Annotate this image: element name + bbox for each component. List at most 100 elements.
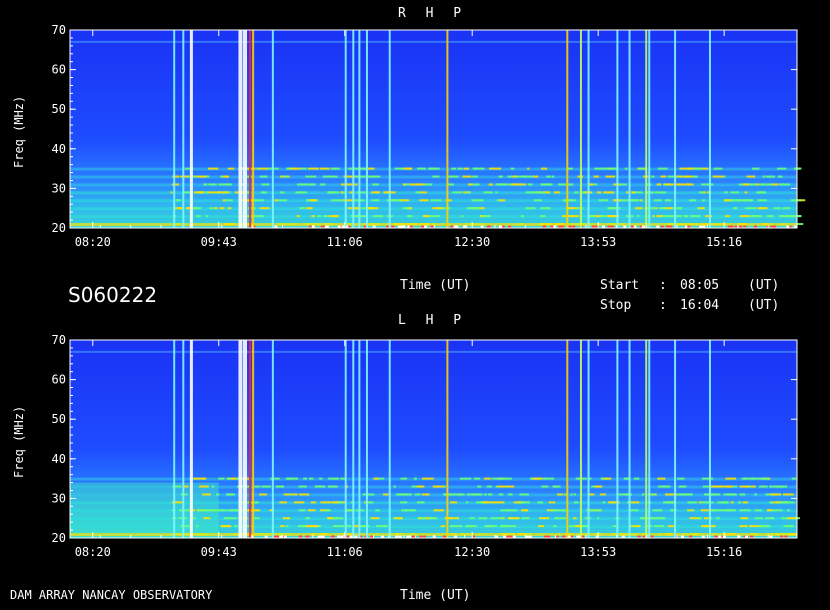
burst-speckle [310, 501, 316, 504]
burst-speckle [452, 191, 462, 194]
interference-line [587, 340, 590, 538]
burst-speckle [456, 175, 459, 178]
heatmap-background [70, 30, 797, 228]
burst-speckle [204, 509, 215, 512]
burst-speckle [500, 509, 509, 512]
burst-speckle [570, 215, 580, 218]
interference-line [173, 340, 176, 538]
burst-speckle [667, 525, 675, 528]
base-noise [299, 535, 303, 538]
base-noise [666, 225, 670, 228]
burst-speckle [631, 191, 636, 194]
burst-speckle [228, 517, 238, 520]
burst-speckle [364, 501, 368, 504]
burst-speckle [227, 477, 237, 480]
burst-speckle [445, 199, 452, 202]
burst-speckle [219, 207, 225, 210]
lhp-spectrogram: 20 30 40 50 60 70 08:20 09:43 11:06 12:30 13:53 15:… [52, 333, 801, 559]
burst-speckle [324, 509, 330, 512]
burst-speckle [739, 493, 746, 496]
lhp-title: L H P [398, 313, 468, 328]
burst-speckle [328, 215, 339, 218]
burst-speckle [218, 183, 230, 186]
interference-line [352, 30, 355, 228]
base-noise [699, 225, 703, 228]
interference-line [352, 340, 355, 538]
burst-speckle [684, 175, 696, 178]
burst-speckle [225, 199, 233, 202]
burst-speckle [759, 525, 771, 528]
burst-speckle [302, 525, 309, 528]
burst-speckle [540, 215, 546, 218]
base-noise [421, 225, 425, 228]
burst-speckle [289, 493, 298, 496]
base-noise [386, 225, 390, 228]
burst-speckle [624, 167, 628, 170]
interference-line [648, 30, 651, 228]
base-noise [528, 535, 532, 538]
burst-speckle [532, 175, 539, 178]
burst-speckle [628, 509, 639, 512]
base-noise [718, 535, 722, 538]
x-tick-label: 08:20 [75, 235, 111, 249]
interference-line [252, 30, 255, 228]
burst-speckle [658, 207, 666, 210]
burst-speckle [282, 517, 291, 520]
burst-speckle [189, 207, 202, 210]
burst-speckle [450, 525, 463, 528]
burst-speckle [226, 493, 233, 496]
interference-line [182, 30, 185, 228]
burst-speckle [652, 215, 655, 218]
burst-speckle [327, 191, 340, 194]
burst-speckle [733, 207, 738, 210]
base-noise [407, 225, 411, 228]
interference-line [344, 340, 347, 538]
burst-speckle [253, 517, 260, 520]
base-noise [424, 225, 428, 228]
burst-speckle [573, 517, 577, 520]
burst-speckle [221, 509, 227, 512]
x-tick-label: 09:43 [201, 235, 237, 249]
burst-speckle [303, 477, 308, 480]
burst-speckle [670, 509, 677, 512]
burst-speckle [340, 191, 344, 194]
burst-speckle [594, 167, 603, 170]
burst-speckle [308, 477, 314, 480]
burst-speckle [505, 477, 512, 480]
burst-speckle [522, 175, 534, 178]
burst-speckle [562, 199, 569, 202]
burst-speckle [442, 485, 446, 488]
start-unit: (UT) [748, 278, 780, 293]
burst-speckle [769, 485, 780, 488]
interference-line [648, 340, 651, 538]
burst-speckle [592, 509, 601, 512]
burst-speckle [692, 175, 699, 178]
burst-speckle [280, 525, 285, 528]
base-noise [453, 225, 457, 228]
x-tick-label: 15:16 [706, 545, 742, 559]
interference-line [645, 30, 648, 228]
burst-speckle [794, 223, 804, 226]
burst-speckle [553, 191, 560, 194]
interference-line [674, 340, 677, 538]
emission-band [70, 509, 797, 513]
burst-speckle [520, 509, 529, 512]
burst-speckle [406, 207, 413, 210]
burst-speckle [540, 207, 548, 210]
burst-speckle [478, 199, 482, 202]
burst-speckle [683, 215, 689, 218]
burst-speckle [349, 191, 355, 194]
burst-speckle [345, 525, 352, 528]
burst-speckle [725, 215, 730, 218]
interference-line [249, 340, 252, 538]
burst-speckle [492, 501, 505, 504]
burst-speckle [623, 477, 630, 480]
burst-speckle [754, 509, 763, 512]
burst-speckle [617, 493, 630, 496]
burst-speckle [423, 183, 433, 186]
burst-speckle [432, 207, 444, 210]
burst-speckle [338, 501, 343, 504]
burst-speckle [690, 509, 694, 512]
stop-time: 16:04 [680, 298, 720, 313]
